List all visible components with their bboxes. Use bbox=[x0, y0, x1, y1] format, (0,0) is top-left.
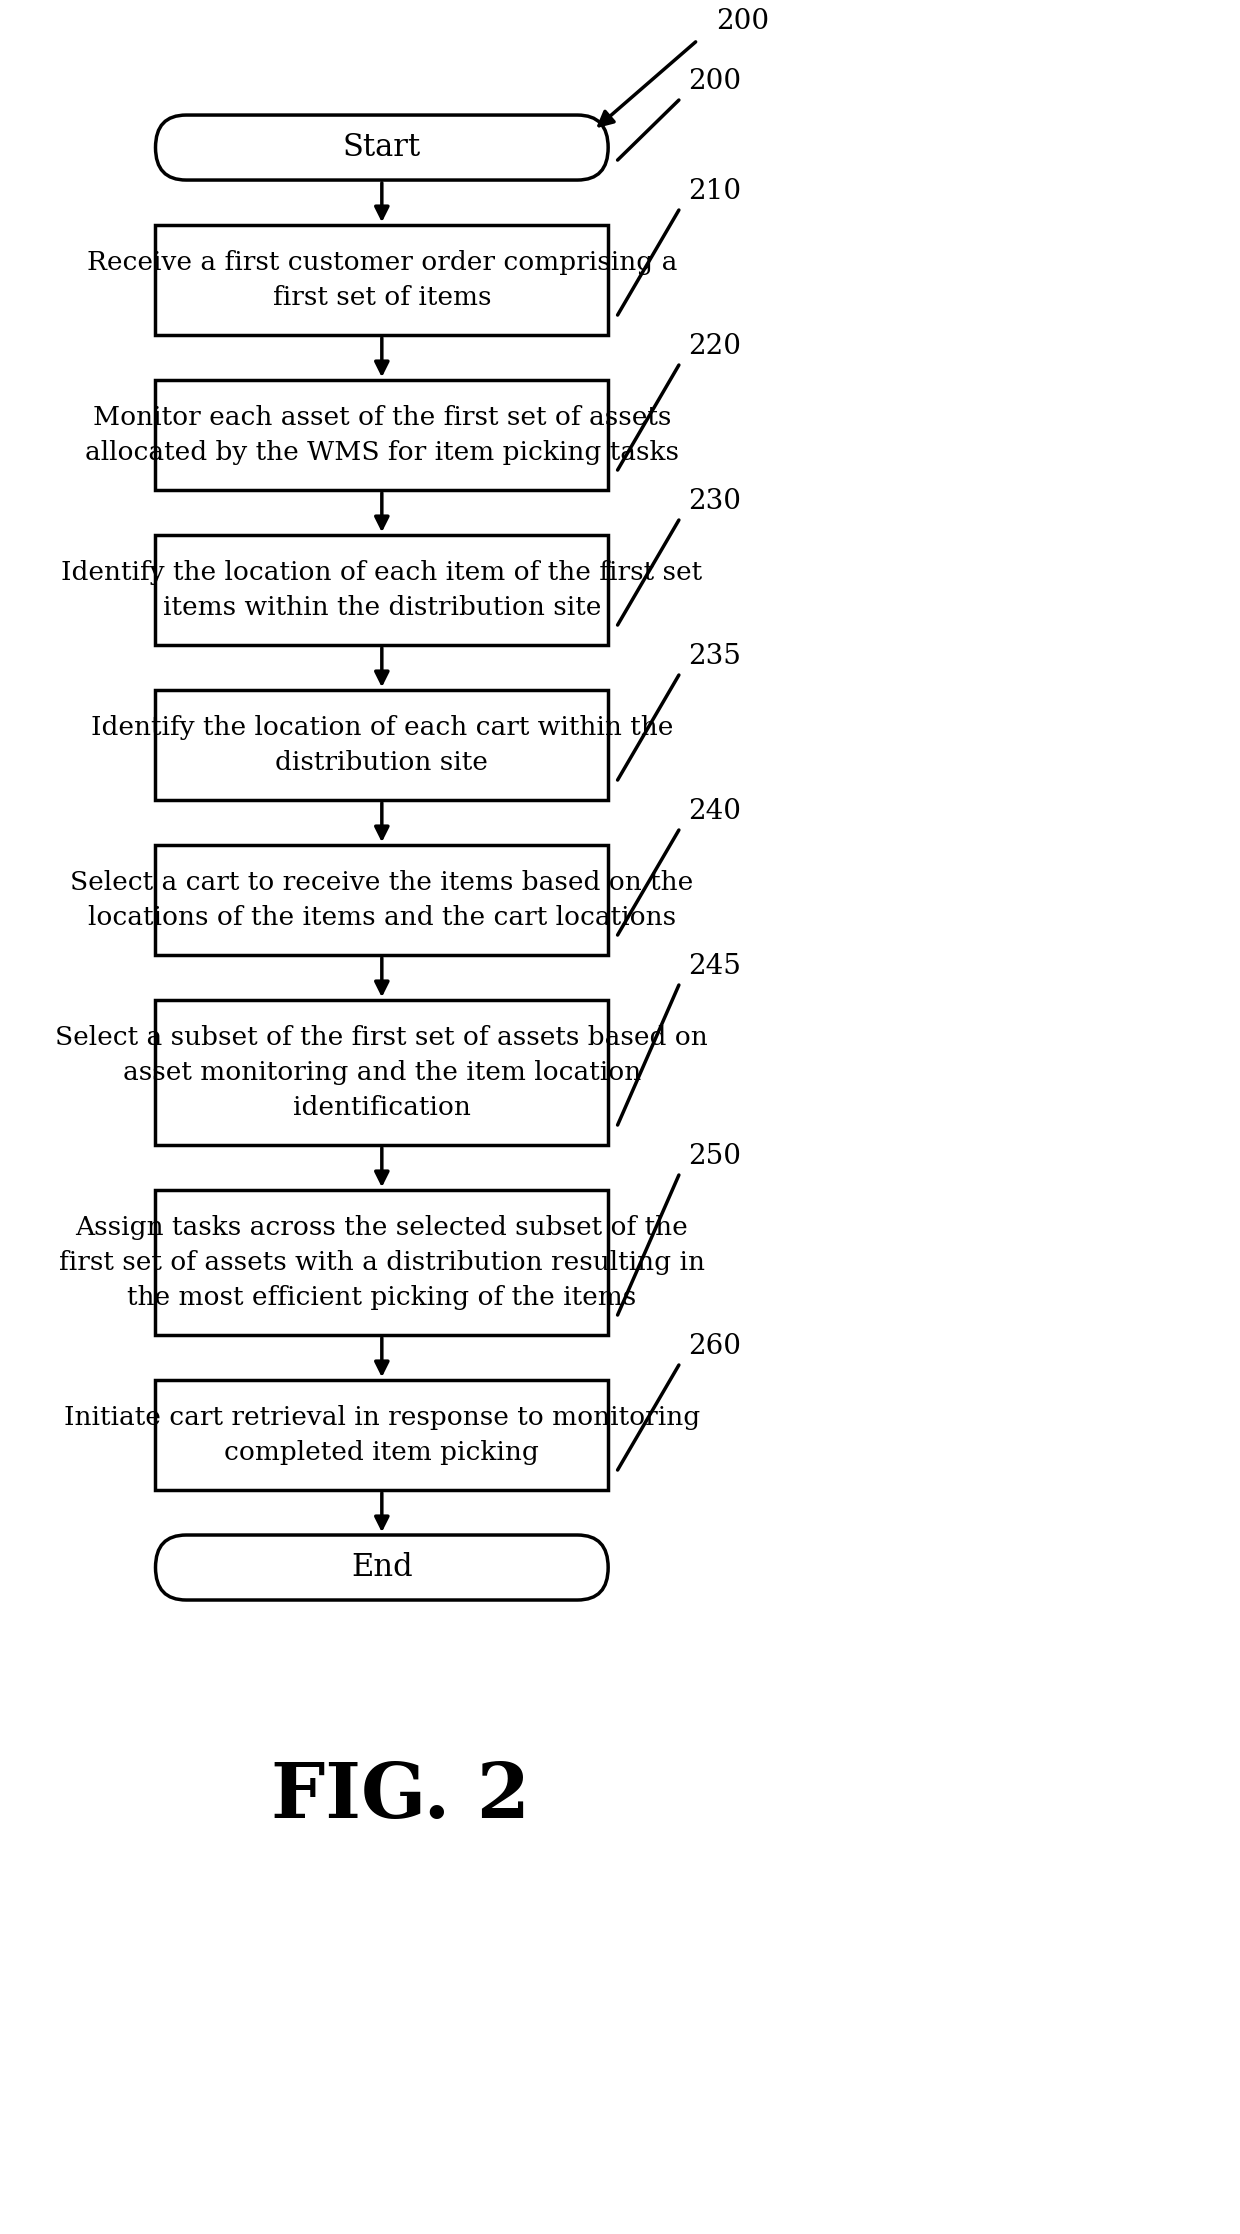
Text: 260: 260 bbox=[688, 1334, 742, 1361]
Bar bbox=[155, 1001, 608, 1146]
Text: 235: 235 bbox=[688, 643, 742, 670]
Text: 210: 210 bbox=[688, 179, 742, 206]
Text: 220: 220 bbox=[688, 333, 742, 360]
FancyBboxPatch shape bbox=[155, 114, 608, 181]
Text: Identify the location of each cart within the
distribution site: Identify the location of each cart withi… bbox=[91, 715, 673, 775]
Text: End: End bbox=[351, 1553, 413, 1584]
Bar bbox=[155, 1191, 608, 1336]
Text: 250: 250 bbox=[688, 1144, 742, 1171]
Text: Start: Start bbox=[342, 132, 420, 163]
Text: FIG. 2: FIG. 2 bbox=[272, 1760, 531, 1834]
Text: Monitor each asset of the first set of assets
allocated by the WMS for item pick: Monitor each asset of the first set of a… bbox=[84, 404, 678, 465]
Text: 230: 230 bbox=[688, 487, 742, 516]
Text: Initiate cart retrieval in response to monitoring
completed item picking: Initiate cart retrieval in response to m… bbox=[63, 1405, 699, 1466]
Text: Select a subset of the first set of assets based on
asset monitoring and the ite: Select a subset of the first set of asse… bbox=[56, 1025, 708, 1119]
Text: Assign tasks across the selected subset of the
first set of assets with a distri: Assign tasks across the selected subset … bbox=[58, 1215, 704, 1309]
Bar bbox=[155, 1381, 608, 1490]
Bar bbox=[155, 380, 608, 489]
Bar bbox=[155, 844, 608, 954]
Text: 245: 245 bbox=[688, 954, 742, 981]
Text: 240: 240 bbox=[688, 798, 742, 824]
Text: Select a cart to receive the items based on the
locations of the items and the c: Select a cart to receive the items based… bbox=[71, 869, 693, 929]
Text: Receive a first customer order comprising a
first set of items: Receive a first customer order comprisin… bbox=[87, 250, 677, 311]
Bar bbox=[155, 690, 608, 800]
Bar bbox=[155, 226, 608, 335]
Text: Identify the location of each item of the first set
items within the distributio: Identify the location of each item of th… bbox=[61, 561, 702, 621]
FancyBboxPatch shape bbox=[155, 1535, 608, 1600]
Text: 200: 200 bbox=[717, 9, 770, 36]
Bar bbox=[155, 534, 608, 646]
Text: 200: 200 bbox=[688, 67, 742, 96]
